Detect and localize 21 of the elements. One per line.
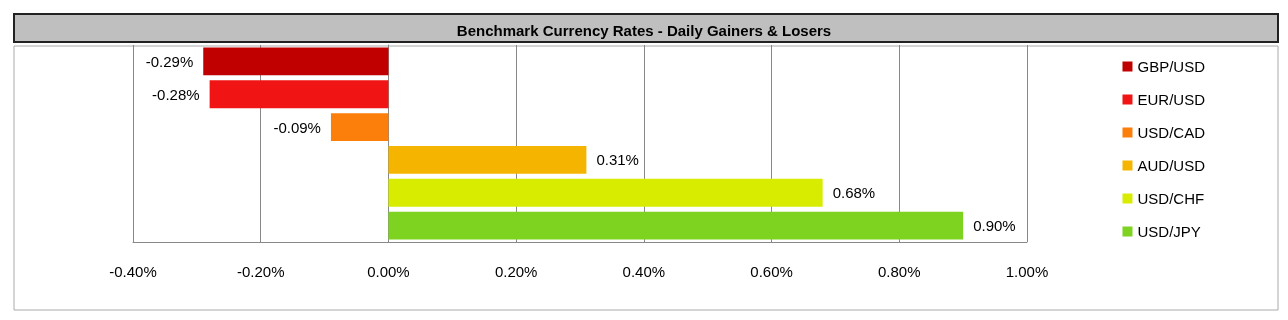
x-tick-label: 0.40%	[622, 263, 666, 280]
data-label: 0.90%	[973, 217, 1016, 235]
chart-title: Benchmark Currency Rates - Daily Gainers & Losers	[456, 22, 832, 39]
data-label: 0.68%	[832, 184, 876, 202]
data-label: 0.31%	[596, 151, 639, 169]
x-tick-label: 0.80%	[878, 263, 921, 280]
data-label: -0.09%	[273, 118, 321, 136]
x-tick-label: 1.00%	[1005, 263, 1049, 280]
x-tick-label: 0.00%	[367, 263, 410, 280]
data-label: -0.29%	[145, 52, 194, 70]
x-tick-label: 0.20%	[494, 263, 538, 280]
data-label: -0.28%	[152, 85, 200, 103]
legend-label: EUR/USD	[1137, 91, 1206, 108]
legend-label: USD/CAD	[1137, 124, 1206, 141]
x-tick-label: -0.40%	[109, 263, 157, 280]
legend-label: AUD/USD	[1137, 157, 1206, 174]
legend-label: GBP/USD	[1137, 58, 1206, 75]
legend-label: USD/CHF	[1137, 190, 1205, 207]
legend-label: USD/JPY	[1137, 223, 1201, 240]
x-tick-label: -0.20%	[236, 263, 285, 280]
x-tick-label: 0.60%	[750, 263, 793, 280]
